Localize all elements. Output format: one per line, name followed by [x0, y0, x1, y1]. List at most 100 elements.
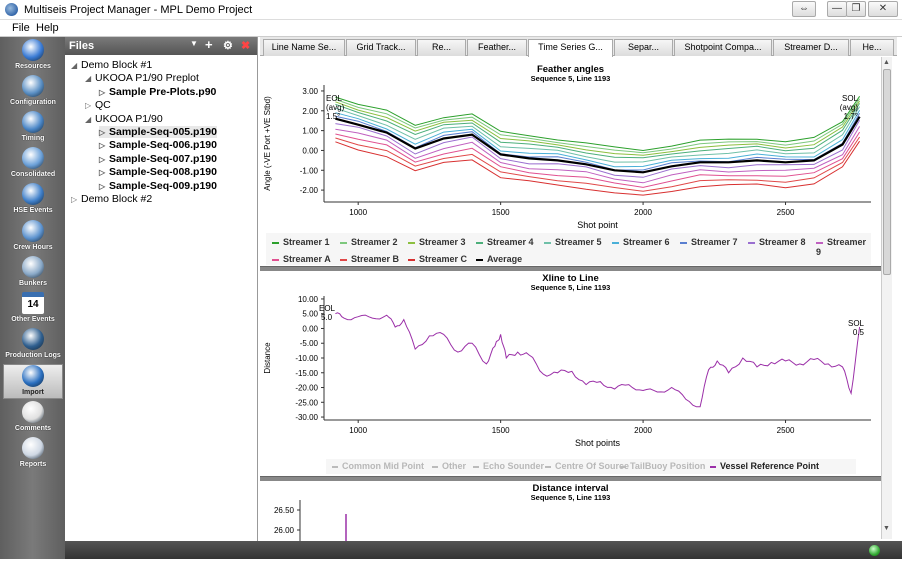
legend-item[interactable]: TailBuoy Position: [620, 461, 705, 471]
xline-legend: Common Mid Point Other Echo Sounder Centre …: [326, 459, 856, 474]
legend-item[interactable]: Vessel Reference Point: [710, 461, 819, 471]
sidebar-item-production-logs[interactable]: Production Logs: [3, 328, 63, 363]
collapsed-arrow-icon[interactable]: ▷: [99, 87, 106, 97]
sidebar-label: Consolidated: [10, 171, 56, 178]
collapsed-arrow-icon[interactable]: ▷: [99, 154, 106, 164]
menu-file[interactable]: File: [12, 22, 30, 34]
scroll-up-icon[interactable]: ▲: [883, 59, 890, 66]
sidebar-item-configuration[interactable]: Configuration: [3, 75, 63, 110]
legend-item[interactable]: Average: [476, 254, 522, 264]
legend-item[interactable]: Streamer 1: [272, 237, 330, 247]
close-button[interactable]: ✕: [868, 1, 898, 17]
tree-item[interactable]: ▷ Demo Block #2: [71, 193, 152, 205]
collapsed-arrow-icon[interactable]: ▷: [99, 168, 106, 178]
legend-item[interactable]: Common Mid Point: [332, 461, 424, 471]
legend-label: Average: [487, 254, 523, 264]
tree-item[interactable]: ▷ Sample-Seq-005.p190: [99, 126, 217, 138]
expanded-arrow-icon[interactable]: ◢: [85, 74, 92, 84]
legend-item[interactable]: Centre Of Source: [545, 461, 629, 471]
tab-3[interactable]: Feather...: [467, 39, 527, 56]
tree-item[interactable]: ◢ UKOOA P1/90 Preplot: [85, 72, 199, 84]
legend-label: Streamer 9: [816, 237, 867, 257]
legend-item[interactable]: Streamer 9: [816, 237, 871, 257]
tab-8[interactable]: He...: [850, 39, 894, 56]
tree-item-label: Demo Block #2: [81, 193, 153, 205]
expanded-arrow-icon[interactable]: ◢: [71, 61, 78, 70]
sidebar-item-import[interactable]: Import: [3, 364, 63, 399]
collapsed-arrow-icon[interactable]: ▷: [71, 195, 78, 204]
collapsed-arrow-icon[interactable]: ▷: [99, 128, 106, 137]
minimize-button[interactable]: —: [827, 1, 847, 17]
legend-item[interactable]: Streamer B: [340, 254, 399, 264]
maximize-button[interactable]: ❐: [846, 1, 866, 17]
tree-item[interactable]: ▷ QC: [85, 99, 111, 111]
chart1-subtitle: Sequence 5, Line 1193: [530, 74, 611, 83]
legend-item[interactable]: Other: [432, 461, 466, 471]
delete-icon[interactable]: ✖: [241, 40, 251, 52]
tab-1[interactable]: Grid Track...: [346, 39, 416, 56]
tree-item[interactable]: ▷ Sample-Seq-008.p190: [99, 166, 217, 178]
expanded-arrow-icon[interactable]: ◢: [85, 114, 92, 124]
tab-7[interactable]: Streamer D...: [773, 39, 849, 56]
sidebar-label: Crew Hours: [13, 244, 53, 251]
legend-item[interactable]: Streamer 8: [748, 237, 806, 247]
feather-angles-chart: 3.00 2.00 1.00 0.00 -1.00 -2.00 1000 1500 2000 25…: [263, 85, 871, 229]
y-tick-label: 3.00: [302, 87, 318, 96]
collapsed-arrow-icon[interactable]: ▷: [99, 141, 106, 151]
sidebar-item-reports[interactable]: Reports: [3, 437, 63, 472]
tab-0[interactable]: Line Name Se...: [263, 39, 345, 56]
restore-down-icon[interactable]: ⇔: [792, 1, 816, 17]
dropdown-icon[interactable]: ▼: [190, 39, 198, 48]
sidebar-item-bunkers[interactable]: Bunkers: [3, 256, 63, 291]
legend-item[interactable]: Streamer 2: [340, 237, 398, 247]
legend-swatch: [473, 465, 479, 468]
tab-2[interactable]: Re...: [417, 39, 466, 56]
sidebar-item-consolidated[interactable]: Consolidated: [3, 147, 63, 182]
sidebar-item-other-events[interactable]: 14 Other Events: [3, 292, 63, 327]
resources-icon: [22, 39, 44, 61]
y-tick-label: -30.00: [295, 413, 318, 422]
tab-5[interactable]: Separ...: [614, 39, 673, 56]
legend-label: TailBuoy Position: [630, 461, 706, 471]
y-axis-label: Angle (-VE Port +VE Stbd): [263, 96, 272, 191]
legend-item[interactable]: Streamer A: [272, 254, 331, 264]
legend-item[interactable]: Streamer 6: [612, 237, 670, 247]
legend-item[interactable]: Echo Sounder: [473, 461, 544, 471]
panel-splitter-2[interactable]: [260, 476, 881, 481]
legend-swatch: [544, 241, 551, 244]
tree-item[interactable]: ▷ Sample-Seq-007.p190: [99, 153, 217, 165]
legend-item[interactable]: Streamer 3: [408, 237, 466, 247]
files-panel: Files ▼ + ⚙ ✖ ◢ Demo Block #1 ◢ UKOOA P1/90…: [65, 37, 258, 541]
tree-item[interactable]: ◢ UKOOA P1/90: [85, 113, 163, 125]
add-icon[interactable]: +: [205, 37, 213, 52]
tree-item[interactable]: ▷ Sample Pre-Plots.p90: [99, 86, 216, 98]
legend-item[interactable]: Streamer 4: [476, 237, 534, 247]
sidebar-item-comments[interactable]: Comments: [3, 401, 63, 436]
legend-item[interactable]: Streamer 5: [544, 237, 602, 247]
sidebar-label: Reports: [19, 461, 47, 468]
panel-splitter[interactable]: [260, 266, 881, 271]
legend-swatch: [476, 258, 483, 261]
tree-item[interactable]: ◢ Demo Block #1: [71, 59, 152, 71]
feather-legend: Streamer 1 Streamer 2 Streamer 3 Streamer 4…: [266, 233, 871, 265]
collapsed-arrow-icon[interactable]: ▷: [99, 181, 106, 191]
x-tick-label: 2000: [634, 426, 652, 435]
sidebar-item-resources[interactable]: Resources: [3, 39, 63, 74]
sidebar-item-crew-hours[interactable]: Crew Hours: [3, 220, 63, 255]
tab-4[interactable]: Time Series G...: [528, 39, 613, 57]
consolidated-icon: [22, 147, 44, 169]
tree-item[interactable]: ▷ Sample-Seq-009.p190: [99, 180, 217, 192]
legend-item[interactable]: Streamer C: [408, 254, 467, 264]
tab-6[interactable]: Shotpoint Compa...: [674, 39, 772, 56]
gear-icon[interactable]: ⚙: [223, 40, 233, 52]
menu-help[interactable]: Help: [36, 22, 59, 34]
tree-item[interactable]: ▷ Sample-Seq-006.p190: [99, 139, 217, 151]
collapsed-arrow-icon[interactable]: ▷: [85, 101, 92, 111]
legend-item[interactable]: Streamer 7: [680, 237, 738, 247]
sidebar-item-hse-events[interactable]: HSE Events: [3, 183, 63, 218]
chart2-title: Xline to Line: [542, 273, 599, 284]
vertical-scrollbar[interactable]: ▲ ▼: [881, 57, 892, 539]
scroll-thumb[interactable]: [883, 69, 891, 275]
sidebar-item-timing[interactable]: Timing: [3, 111, 63, 146]
scroll-down-icon[interactable]: ▼: [883, 525, 890, 532]
